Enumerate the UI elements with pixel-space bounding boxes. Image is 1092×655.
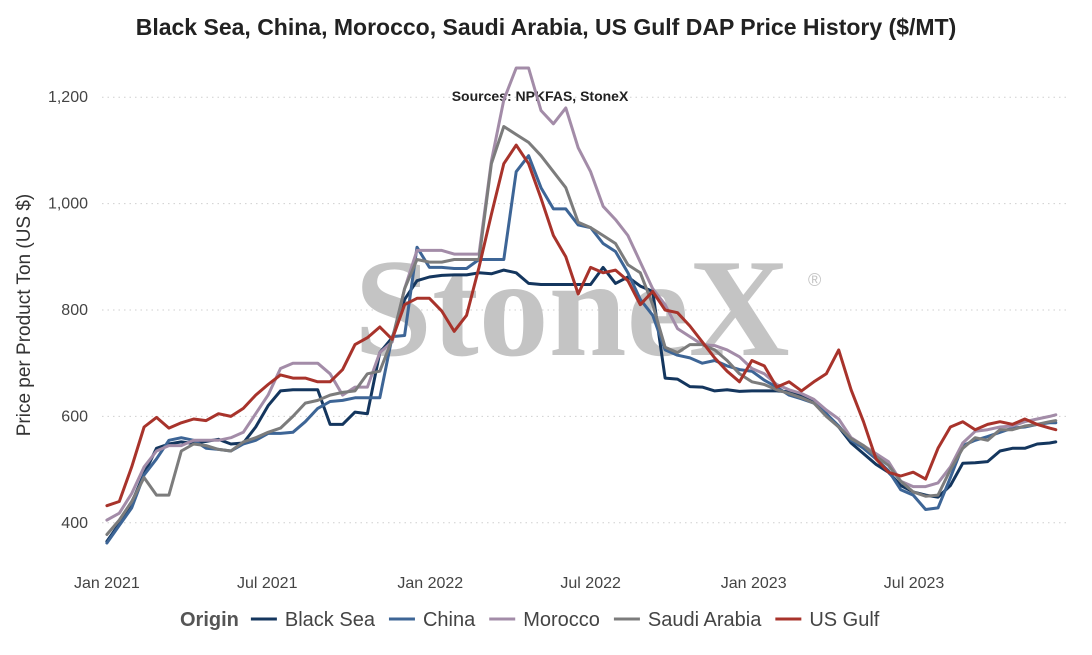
gridlines <box>102 96 1070 524</box>
series-lines <box>105 66 1058 545</box>
legend-item-china[interactable]: China <box>388 609 476 631</box>
y-tick-label: 600 <box>61 408 88 425</box>
y-axis-ticks: 400 600 800 1,000 1,200 <box>48 89 88 532</box>
series-line-saudi-arabia <box>105 125 1058 536</box>
series-line-us-gulf <box>105 143 1058 508</box>
legend-item-saudi-arabia[interactable]: Saudi Arabia <box>613 609 762 631</box>
x-tick-label: Jul 2022 <box>560 575 621 592</box>
y-axis-title: Price per Product Ton (US $) <box>14 194 35 437</box>
legend-label: Black Sea <box>285 609 376 631</box>
y-tick-label: 800 <box>61 302 88 319</box>
x-tick-label: Jan 2023 <box>721 575 787 592</box>
legend-title: Origin <box>180 609 239 631</box>
legend-label: Morocco <box>523 609 600 631</box>
chart-subtitle: Sources: NPKFAS, StoneX <box>452 88 629 104</box>
legend-label: Saudi Arabia <box>648 609 762 631</box>
x-axis-ticks: Jan 2021 Jul 2021 Jan 2022 Jul 2022 Jan 2023… <box>74 575 944 592</box>
watermark-registered-mark: ® <box>808 270 821 290</box>
legend-item-us-gulf[interactable]: US Gulf <box>775 609 880 631</box>
x-tick-label: Jul 2021 <box>237 575 298 592</box>
legend-label: China <box>423 609 476 631</box>
x-tick-label: Jan 2022 <box>397 575 463 592</box>
y-tick-label: 1,000 <box>48 196 88 213</box>
chart-title: Black Sea, China, Morocco, Saudi Arabia,… <box>135 14 957 40</box>
x-tick-label: Jul 2023 <box>884 575 945 592</box>
series-line-black-sea <box>105 265 1058 543</box>
watermark: StoneX <box>354 231 790 386</box>
legend-label: US Gulf <box>809 609 879 631</box>
legend-item-black-sea[interactable]: Black Sea <box>250 609 376 631</box>
y-tick-label: 1,200 <box>48 89 88 106</box>
y-tick-label: 400 <box>61 515 88 532</box>
legend: Origin Black Sea China Morocco Saudi Arabia U… <box>180 609 880 631</box>
x-tick-label: Jan 2021 <box>74 575 140 592</box>
legend-item-morocco[interactable]: Morocco <box>489 609 600 631</box>
